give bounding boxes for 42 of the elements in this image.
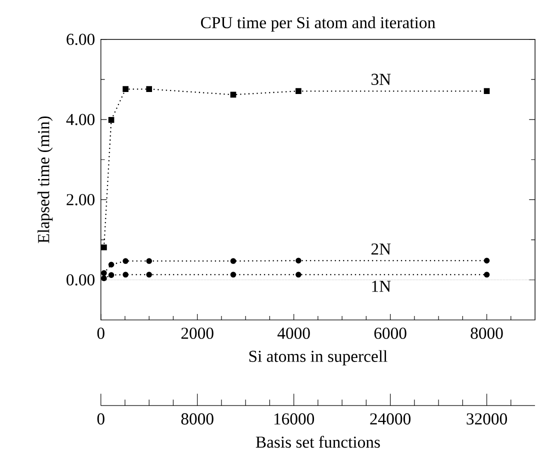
point xyxy=(108,117,114,123)
point xyxy=(146,86,152,92)
point xyxy=(146,272,152,278)
x2-axis-title: Basis set functions xyxy=(256,436,380,448)
y-tick-label: 6.00 xyxy=(66,34,94,46)
x-tick-label: 2000 xyxy=(181,328,214,340)
point xyxy=(484,258,490,264)
x-tick-label: 6000 xyxy=(374,328,406,340)
point xyxy=(484,272,490,278)
point xyxy=(101,244,107,250)
x2-tick-label: 8000 xyxy=(181,413,214,425)
chart-title: CPU time per Si atom and iteration xyxy=(201,16,436,32)
point xyxy=(230,258,236,264)
x2-tick-label: 24000 xyxy=(370,413,411,425)
y-tick-label: 2.00 xyxy=(66,194,94,206)
x-tick-label: 4000 xyxy=(277,328,310,340)
point xyxy=(108,272,114,278)
point xyxy=(230,272,236,278)
series-label: 2N xyxy=(371,244,391,255)
point xyxy=(484,88,490,94)
y-tick-label: 0.00 xyxy=(66,274,94,286)
series-label: 1N xyxy=(372,280,391,292)
point xyxy=(122,272,128,278)
point xyxy=(296,258,302,264)
point xyxy=(146,258,152,264)
point xyxy=(101,270,107,276)
point xyxy=(101,275,107,282)
x-tick-label: 0 xyxy=(97,328,104,340)
point xyxy=(122,258,128,264)
x2-tick-label: 0 xyxy=(97,413,104,425)
point xyxy=(296,272,302,278)
y-axis-title: Elapsed time (min) xyxy=(38,116,53,244)
y-tick-label: 4.00 xyxy=(66,114,94,126)
point xyxy=(108,262,114,268)
point xyxy=(122,86,128,92)
x-axis-title: Si atoms in supercell xyxy=(249,350,388,366)
x-tick-label: 8000 xyxy=(470,328,503,340)
x2-tick-label: 32000 xyxy=(466,413,507,425)
x2-tick-label: 16000 xyxy=(274,413,314,425)
point xyxy=(296,88,302,94)
series-label: 3N xyxy=(372,74,391,86)
point xyxy=(230,92,236,98)
